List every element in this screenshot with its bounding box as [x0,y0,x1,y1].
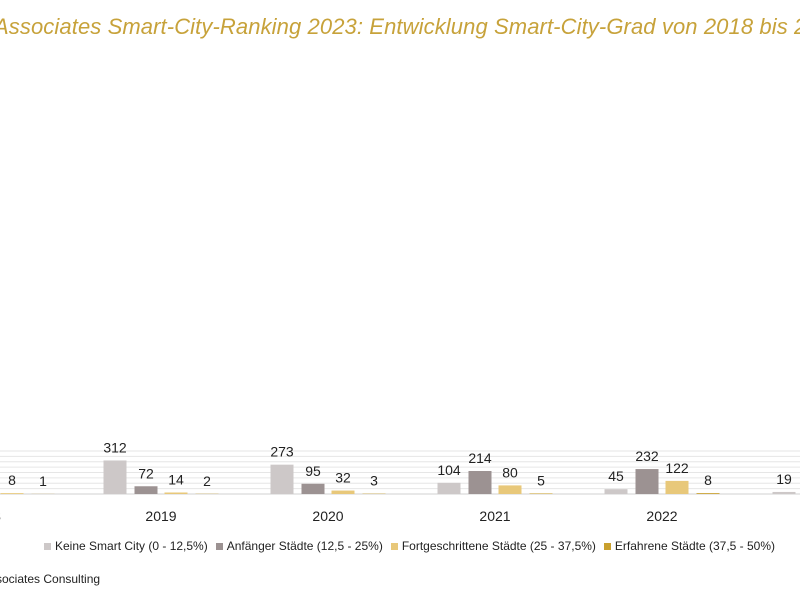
legend-label: Fortgeschrittene Städte (25 - 37,5%) [401,539,596,553]
x-tick-labels: 8 2019 2020 2021 2022 [0,508,678,524]
data-label: 14 [168,471,184,487]
data-label: 104 [437,462,461,478]
data-label: 95 [305,463,321,479]
x-tick-label: 8 [0,508,1,524]
data-label: 312 [103,439,127,455]
bars [0,460,796,494]
source-note: ssociates Consulting [0,572,101,586]
bar [0,493,24,494]
legend-item: Erfahrene Städte (37,5 - 50%) [603,539,776,553]
bar [164,492,188,494]
data-label: 2 [203,473,211,489]
data-labels: 312 273 104 45 19 72 95 214 232 8 14 32 80 122 1 2 3 5 8 [8,439,792,488]
legend-label: Erfahrene Städte (37,5 - 50%) [614,539,776,553]
bar [468,470,492,494]
bar [696,493,720,494]
x-tick-label: 2022 [646,508,677,524]
legend-label: Keine Smart City (0 - 12,5%) [55,539,208,553]
legend-swatch [390,542,398,550]
data-label: 1 [39,473,47,489]
data-label: 232 [635,448,659,464]
legend: Keine Smart City (0 - 12,5%) Anfänger Stä… [44,539,775,553]
bar [331,490,355,494]
legend-label: Anfänger Städte (12,5 - 25%) [226,539,383,553]
data-label: 122 [665,460,689,476]
chart-title: Associates Smart-City-Ranking 2023: Entw… [0,14,800,39]
legend-swatch [603,542,611,550]
legend-item: Fortgeschrittene Städte (25 - 37,5%) [390,539,596,553]
bar [635,469,659,494]
data-label: 273 [270,444,294,460]
x-tick-label: 2021 [479,508,510,524]
legend-swatch [44,542,51,550]
data-label: 19 [776,471,792,487]
data-label: 72 [138,465,154,481]
bar [270,464,294,494]
bar [604,489,628,494]
legend-swatch [215,542,223,550]
bar [437,482,461,494]
x-tick-label: 2019 [145,508,176,524]
bar [529,493,553,494]
data-label: 80 [502,464,518,480]
data-label: 32 [335,470,351,486]
data-label: 45 [608,468,624,484]
gridlines [0,450,800,495]
chart-plot: 312 273 104 45 19 72 95 214 232 8 14 32 80 122 1 2 3 5 8 8… [0,439,800,524]
data-label: 214 [468,450,492,466]
bar [665,480,689,494]
data-label: 8 [704,472,712,488]
data-label: 3 [370,473,378,489]
bar [498,485,522,494]
data-label: 8 [8,472,16,488]
x-tick-label: 2020 [312,508,343,524]
data-label: 5 [537,472,545,488]
bar [772,491,796,494]
bar [134,486,158,494]
bar [301,483,325,494]
legend-item: Keine Smart City (0 - 12,5%) [44,539,208,553]
bar [103,460,127,494]
legend-item: Anfänger Städte (12,5 - 25%) [215,539,383,553]
